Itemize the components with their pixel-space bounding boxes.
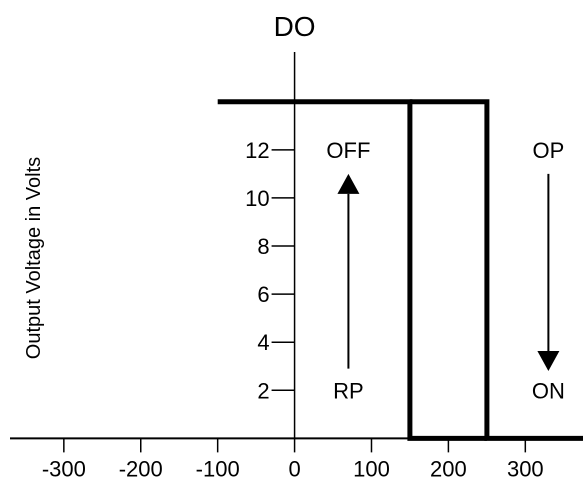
y-tick-label: 12: [245, 138, 269, 163]
x-tick-label: 200: [430, 456, 467, 481]
y-tick-label: 4: [257, 330, 269, 355]
x-tick-label: 100: [353, 456, 390, 481]
annotations: OFF RP OP ON: [326, 138, 564, 403]
x-tick-label: -300: [42, 456, 86, 481]
y-axis-label: Output Voltage in Volts: [23, 157, 45, 359]
chart-title: DO: [274, 11, 316, 42]
series-lines: [217, 99, 583, 441]
x-tick-label: 0: [288, 456, 300, 481]
arrow-head-1: [337, 173, 360, 194]
x-tick-label: -200: [119, 456, 163, 481]
y-tick-label: 6: [257, 282, 269, 307]
ticks: -300 -200 -100 0 100 200 300 2 4 6 8 10 12: [42, 138, 544, 482]
annotation-off: OFF: [326, 138, 370, 163]
x-tick-label: -100: [196, 456, 240, 481]
axes: [10, 52, 583, 440]
y-tick-label: 2: [257, 378, 269, 403]
arrow-head-2: [537, 351, 560, 372]
annotation-op: OP: [532, 138, 564, 163]
y-tick-label: 10: [245, 186, 269, 211]
y-tick-label: 8: [257, 234, 269, 259]
x-tick-label: 300: [507, 456, 544, 481]
annotation-rp: RP: [333, 378, 364, 403]
annotation-on: ON: [532, 378, 565, 403]
